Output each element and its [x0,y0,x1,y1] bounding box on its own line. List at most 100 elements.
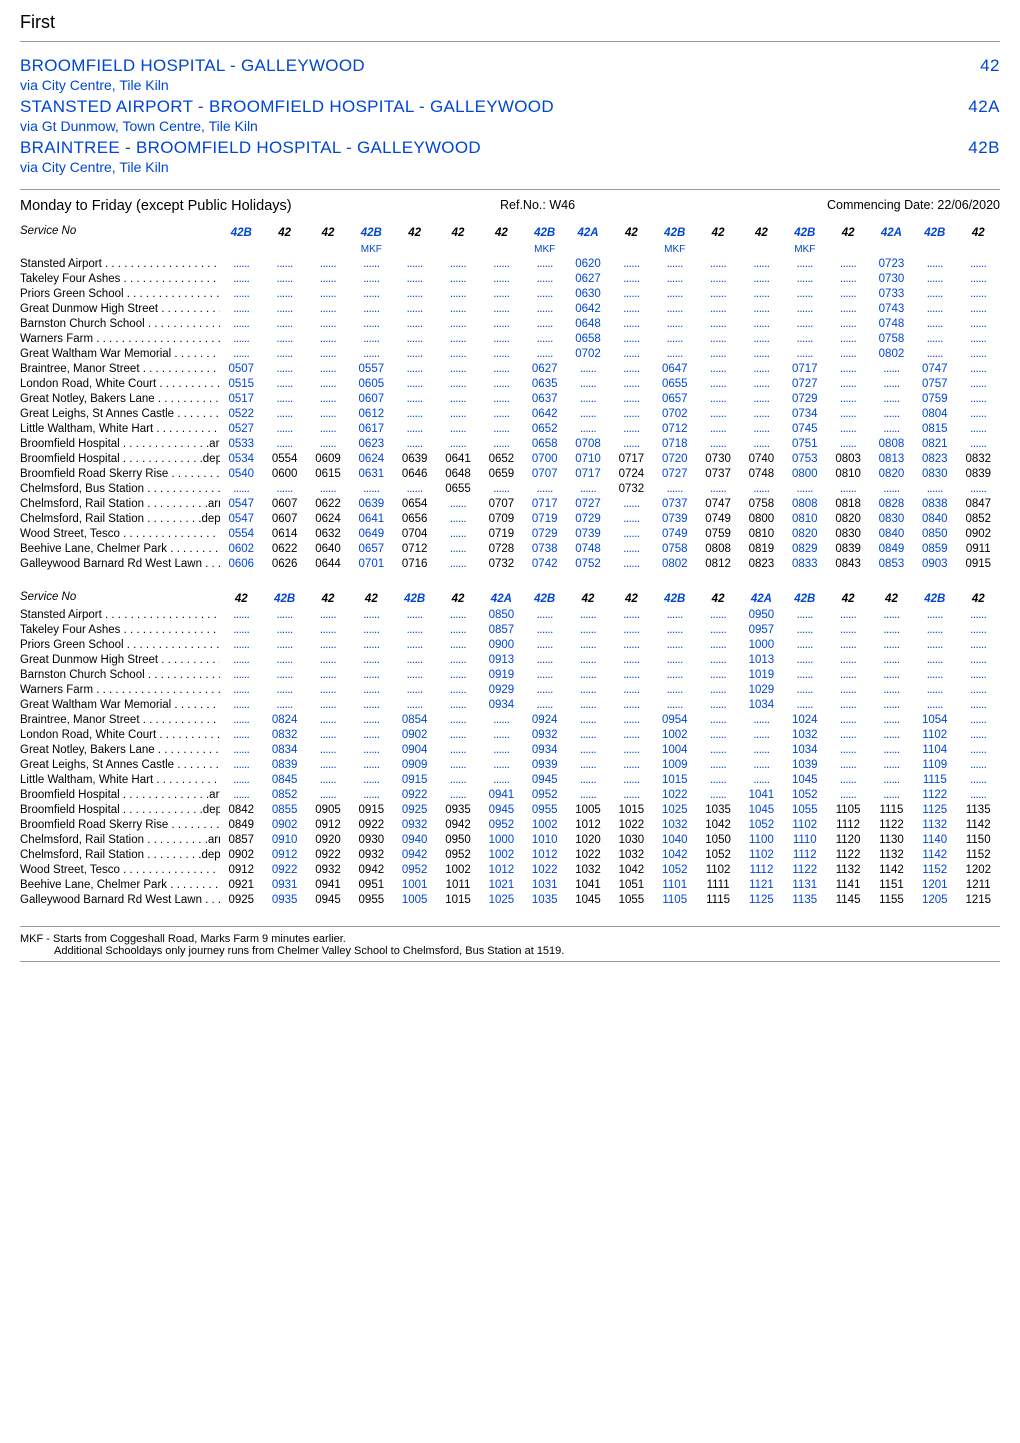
time-cell: 0712 [393,542,436,557]
service-header: 42B [783,590,826,608]
time-cell: ...... [826,608,869,623]
time-cell: ...... [653,638,696,653]
time-cell: ...... [610,653,653,668]
time-cell: ...... [870,377,913,392]
time-cell: ...... [783,257,826,272]
time-cell: ...... [610,668,653,683]
time-cell: ...... [610,497,653,512]
service-header: 42B [263,590,306,608]
time-cell: ...... [306,362,349,377]
time-cell: ...... [653,302,696,317]
time-cell: ...... [870,698,913,713]
time-cell: ...... [523,317,566,332]
time-cell: ...... [913,698,956,713]
time-cell: ...... [610,317,653,332]
time-cell: 1155 [870,893,913,908]
time-cell: 0828 [870,497,913,512]
time-cell: ...... [783,272,826,287]
time-cell: 1051 [610,878,653,893]
time-cell: 0942 [350,863,393,878]
time-cell: ...... [653,482,696,497]
time-cell: 0922 [393,788,436,803]
time-cell: ...... [350,788,393,803]
time-cell: ...... [696,347,739,362]
time-cell: 1054 [913,713,956,728]
service-header: 42 [696,224,739,242]
time-cell: 1052 [740,818,783,833]
time-cell: ...... [653,698,696,713]
time-cell: ...... [783,302,826,317]
time-cell: 0900 [480,638,523,653]
mkf-marker [393,242,436,257]
time-cell: ...... [740,257,783,272]
time-cell: 0935 [263,893,306,908]
time-cell: ...... [870,668,913,683]
time-cell: 0522 [220,407,263,422]
time-cell: ...... [566,422,609,437]
time-cell: ...... [306,758,349,773]
time-cell: 1000 [480,833,523,848]
time-cell: 0932 [306,863,349,878]
time-cell: 0849 [220,818,263,833]
time-cell: ...... [696,272,739,287]
time-cell: ...... [740,422,783,437]
time-cell: 0723 [870,257,913,272]
mkf-marker [436,242,479,257]
time-cell: 1039 [783,758,826,773]
time-cell: ...... [220,347,263,362]
time-cell: ...... [306,287,349,302]
time-cell: 0701 [350,557,393,572]
time-cell: ...... [566,392,609,407]
time-cell: ...... [740,743,783,758]
time-cell: ...... [956,422,1000,437]
route-title: STANSTED AIRPORT - BROOMFIELD HOSPITAL -… [20,97,944,117]
time-cell: 1215 [956,893,1000,908]
time-cell: ...... [610,623,653,638]
time-cell: 0820 [783,527,826,542]
time-cell: ...... [436,422,479,437]
time-cell: ...... [220,608,263,623]
time-cell: 0626 [263,557,306,572]
time-cell: ...... [610,527,653,542]
stop-name: Barnston Church School . . . . . . . . .… [20,317,220,332]
time-cell: 0950 [436,833,479,848]
time-cell: 0620 [566,257,609,272]
time-cell: ...... [913,668,956,683]
time-cell: ...... [350,287,393,302]
time-cell: ...... [783,698,826,713]
time-cell: 0641 [436,452,479,467]
time-cell: 0950 [740,608,783,623]
time-cell: 0850 [913,527,956,542]
time-cell: ...... [610,362,653,377]
time-cell: ...... [306,728,349,743]
time-cell: ...... [306,623,349,638]
time-cell: ...... [523,482,566,497]
time-cell: ...... [610,788,653,803]
mkf-marker [566,242,609,257]
time-cell: 0935 [436,803,479,818]
service-header: 42 [826,224,869,242]
time-cell: ...... [956,302,1000,317]
time-cell: ...... [696,317,739,332]
time-cell: 1013 [740,653,783,668]
time-cell: 0757 [913,377,956,392]
time-cell: 0843 [826,557,869,572]
time-cell: 0615 [306,467,349,482]
time-cell: 0659 [480,467,523,482]
time-cell: 1035 [523,893,566,908]
time-cell: ...... [480,332,523,347]
time-cell: ...... [653,608,696,623]
time-cell: 0730 [696,452,739,467]
time-cell: 1002 [653,728,696,743]
time-cell: ...... [350,713,393,728]
time-cell: ...... [436,653,479,668]
time-cell: ...... [436,302,479,317]
time-cell: ...... [696,608,739,623]
time-cell: ...... [306,392,349,407]
time-cell: 0716 [393,557,436,572]
time-cell: ...... [696,377,739,392]
time-cell: ...... [480,758,523,773]
time-cell: ...... [653,347,696,362]
time-cell: ...... [566,377,609,392]
time-cell: 1121 [740,878,783,893]
